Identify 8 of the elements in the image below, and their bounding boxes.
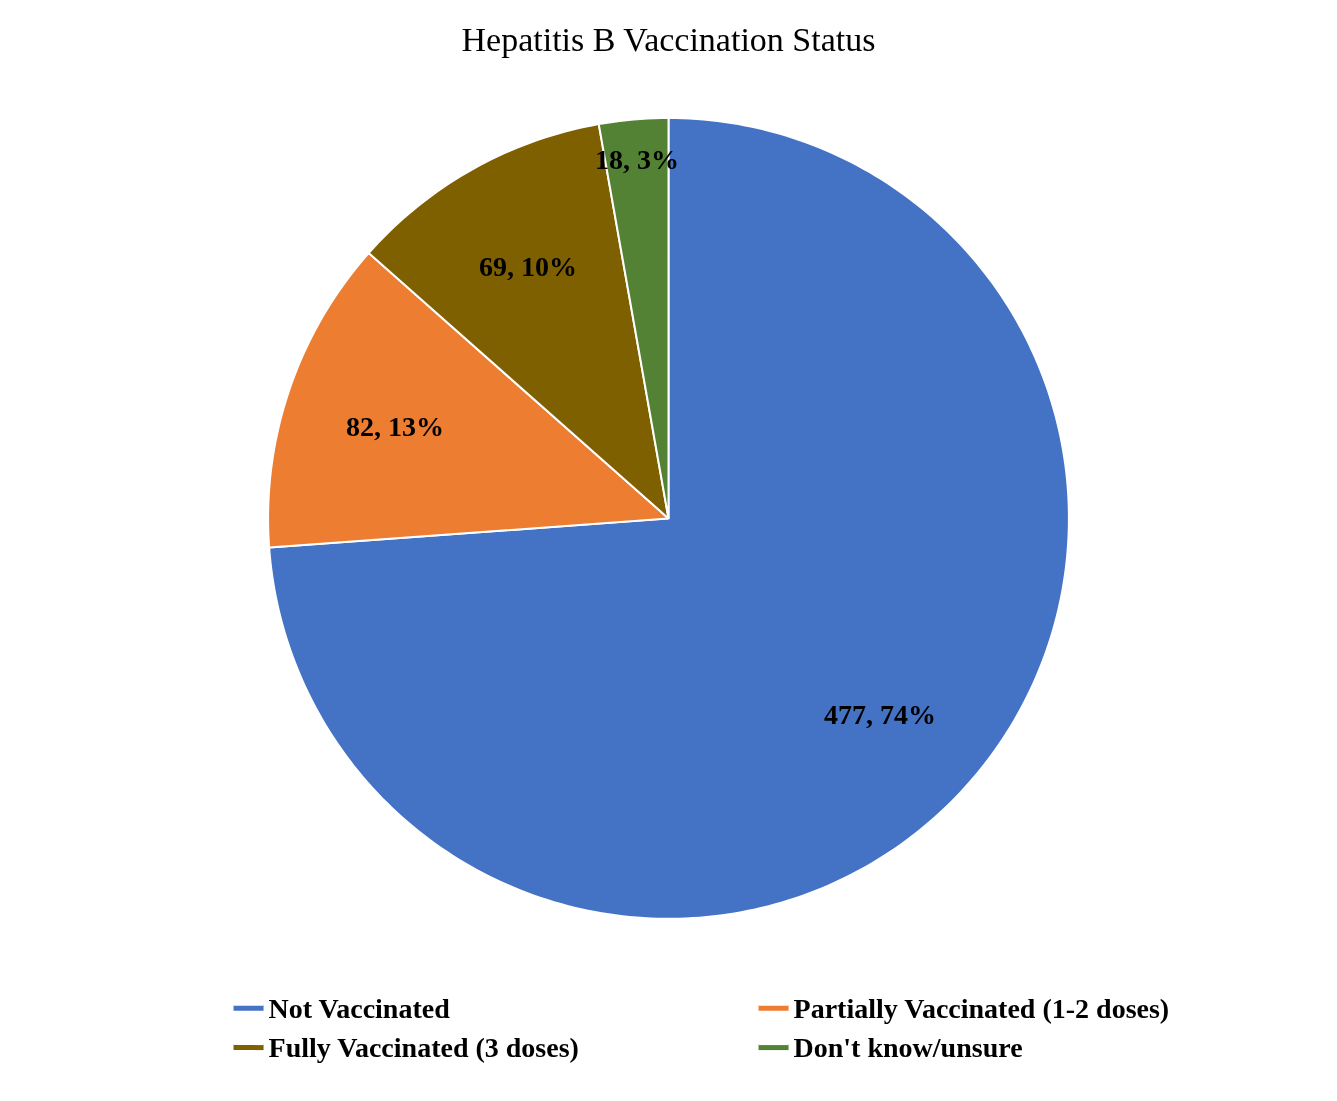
legend-label: Partially Vaccinated (1-2 doses) xyxy=(793,992,1170,1024)
data-label: 69, 10% xyxy=(479,251,577,282)
legend-label: Fully Vaccinated (3 doses) xyxy=(268,1032,579,1064)
data-label: 82, 13% xyxy=(346,411,444,442)
data-label: 477, 74% xyxy=(824,699,936,730)
legend-label: Not Vaccinated xyxy=(268,992,451,1024)
chart-title: Hepatitis B Vaccination Status xyxy=(461,21,876,59)
legend-label: Don't know/unsure xyxy=(793,1032,1023,1064)
